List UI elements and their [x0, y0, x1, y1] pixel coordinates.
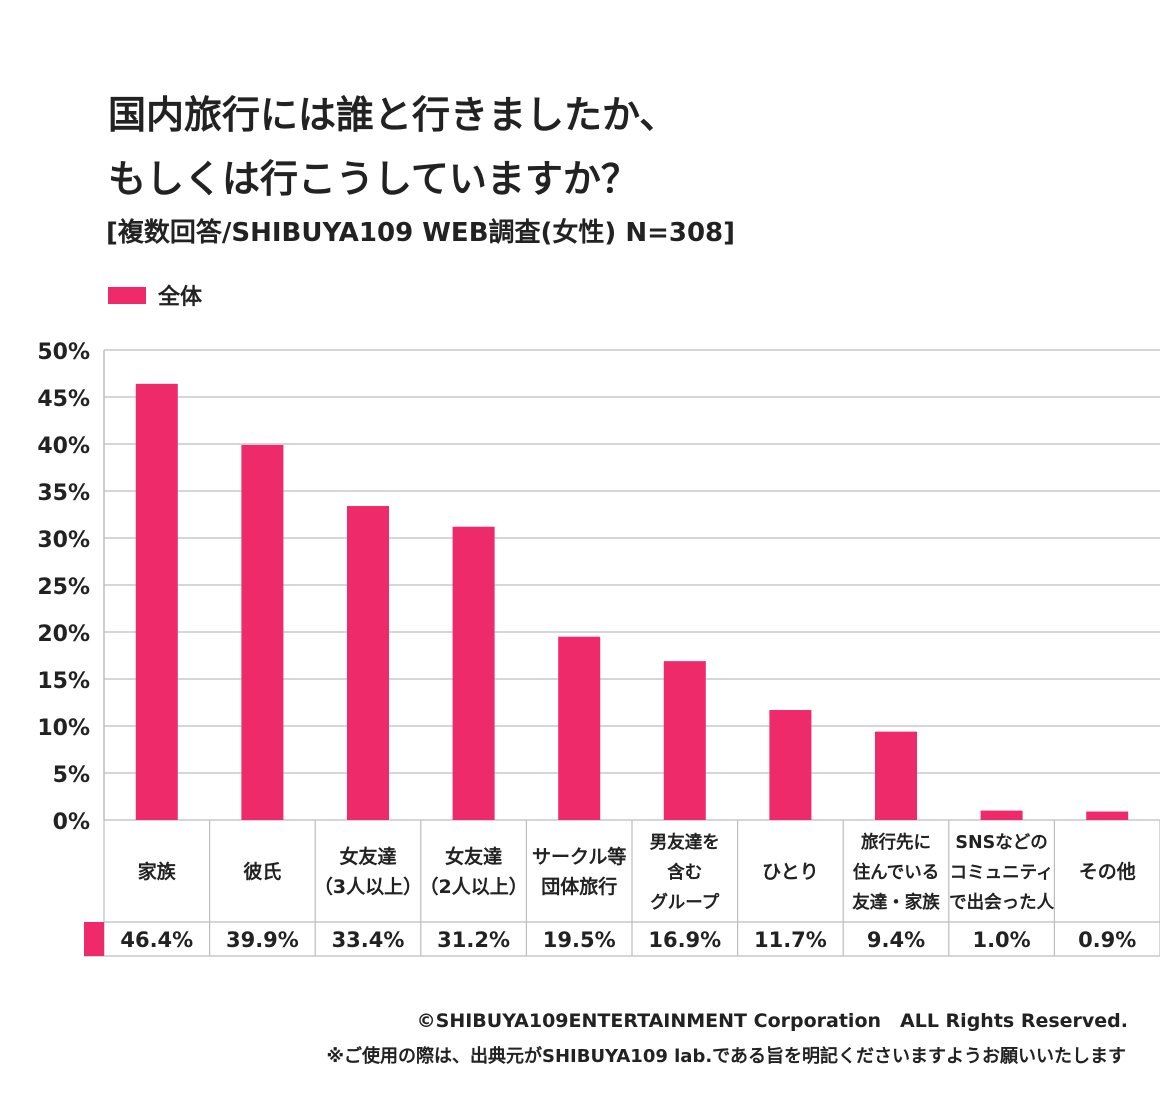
value-label: 31.2% — [437, 928, 510, 952]
category-label: 彼氏 — [243, 860, 281, 883]
value-label: 33.4% — [332, 928, 405, 952]
category-label: 女友達 — [339, 845, 396, 868]
bar — [241, 444, 284, 820]
category-label: （3人以上） — [314, 875, 422, 898]
y-tick-label: 30% — [37, 528, 90, 553]
bar — [452, 526, 495, 820]
category-label: その他 — [1079, 860, 1136, 883]
y-tick-label: 45% — [37, 387, 90, 412]
chart-title-line1: 国内旅行には誰と行きましたか、 — [108, 93, 678, 137]
y-tick-label: 0% — [53, 810, 90, 835]
y-tick-label: 15% — [37, 669, 90, 694]
value-label: 0.9% — [1078, 928, 1136, 952]
legend-swatch — [108, 286, 146, 304]
value-label: 39.9% — [226, 928, 299, 952]
category-label: 住んでいる — [853, 862, 940, 883]
legend: 全体 — [108, 280, 202, 310]
category-label: 友達・家族 — [852, 892, 940, 913]
y-tick-label: 20% — [37, 622, 90, 647]
value-label: 16.9% — [648, 928, 721, 952]
value-label: 19.5% — [543, 928, 616, 952]
bar — [135, 383, 178, 820]
table-legend-swatch — [84, 922, 104, 956]
bar — [980, 810, 1023, 820]
y-tick-label: 25% — [37, 575, 90, 600]
value-label: 46.4% — [120, 928, 193, 952]
y-tick-label: 35% — [37, 481, 90, 506]
category-label: 家族 — [138, 860, 177, 883]
bar-chart: 0% 5% 10% 15% 20% 25% 30% 35% 40% 45% 50% 家族 46.4% 彼氏… — [37, 340, 1160, 957]
bar — [1086, 811, 1129, 820]
legend-label: 全体 — [158, 285, 203, 310]
y-tick-label: 10% — [37, 716, 90, 741]
value-label: 1.0% — [972, 928, 1030, 952]
category-label: 団体旅行 — [541, 875, 617, 898]
y-tick-label: 5% — [53, 763, 90, 788]
y-tick-label: 40% — [37, 434, 90, 459]
bar — [347, 506, 389, 820]
category-label: 男友達を — [650, 832, 720, 853]
value-label: 9.4% — [867, 928, 925, 952]
category-label: で出会った人 — [949, 892, 1054, 913]
chart-title-line2: もしくは行こうしていますか？ — [108, 157, 639, 201]
category-label: サークル等 — [532, 845, 626, 868]
category-label: 含む — [667, 862, 702, 883]
category-label: ひとり — [762, 861, 818, 883]
bar — [558, 636, 601, 820]
category-label: SNSなどの — [955, 833, 1047, 853]
category-label: 女友達 — [445, 845, 502, 868]
chart-subtitle: [複数回答/SHIBUYA109 WEB調査(女性) N=308] — [106, 218, 736, 248]
category-label: コミュニティ — [950, 863, 1054, 883]
usage-note: ※ご使用の際は、出典元がSHIBUYA109 lab.である旨を明記くださいます… — [326, 1046, 1127, 1067]
y-tick-label: 50% — [37, 340, 90, 365]
bar — [663, 661, 706, 820]
category-label: （2人以上） — [419, 875, 527, 898]
category-label: 旅行先に — [861, 832, 931, 853]
bar — [769, 710, 812, 820]
bar — [875, 731, 917, 820]
value-label: 11.7% — [754, 928, 827, 952]
copyright-text: ©SHIBUYA109ENTERTAINMENT Corporation ALL… — [416, 1010, 1128, 1032]
category-label: グループ — [650, 892, 719, 913]
